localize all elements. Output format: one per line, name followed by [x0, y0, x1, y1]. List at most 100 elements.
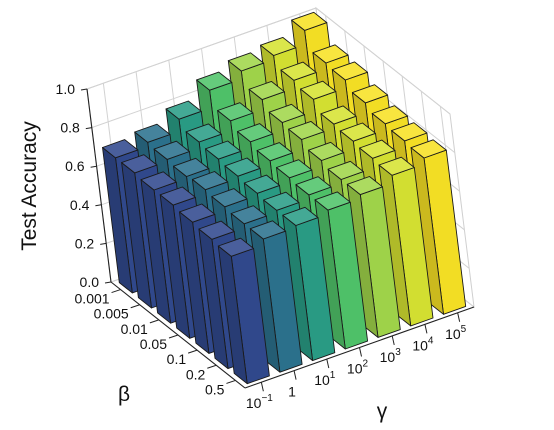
bars-group — [102, 11, 467, 385]
axis-lines — [80, 88, 475, 392]
beta-tick-label: 0.05 — [140, 336, 167, 352]
z-tick-mark — [90, 165, 97, 168]
bar-top-face — [140, 171, 177, 191]
bar-top-face — [249, 220, 287, 240]
bar-top-face — [224, 157, 261, 177]
bar-beta-0.5-gamma-2 — [282, 206, 336, 362]
z-tick-mark — [95, 204, 102, 207]
beta-tick-mark — [226, 379, 236, 384]
beta-tick-label: 0.005 — [94, 306, 129, 322]
z-tick-label: 0.2 — [75, 235, 95, 251]
z-tick-label: 0.6 — [65, 158, 85, 174]
bar-top-face — [134, 123, 171, 143]
bar-top-face — [346, 176, 383, 196]
gamma-tick-mark — [260, 382, 264, 392]
bar-top-face — [339, 122, 376, 142]
bar-top-face — [371, 105, 408, 125]
beta-tick-label: 0.2 — [186, 366, 206, 382]
bar-top-face — [410, 139, 447, 159]
beta-tick-label: 0.5 — [205, 381, 225, 397]
bar-top-face — [280, 61, 317, 81]
bar-top-face — [165, 100, 202, 120]
beta-tick-mark — [149, 319, 160, 324]
bar-top-face — [282, 206, 319, 226]
bar-top-face — [327, 160, 364, 180]
z-tick-mark — [104, 281, 112, 284]
beta-tick-mark — [187, 349, 198, 354]
bar-top-face — [308, 141, 345, 161]
bar-top-face — [185, 123, 222, 143]
bar-top-face — [312, 44, 349, 64]
bar-beta-0.5-gamma-0 — [217, 237, 270, 385]
bar-top-face — [300, 80, 337, 100]
bar-top-face — [211, 188, 248, 208]
bar-top-face — [205, 140, 242, 160]
bar-top-face — [331, 61, 368, 81]
z-grid-line — [86, 7, 451, 115]
bar-top-face — [268, 103, 305, 123]
z-tick-label: 0.0 — [80, 274, 100, 290]
gamma-tick-label: 104 — [412, 335, 434, 353]
z-tick-label: 0.4 — [70, 197, 90, 213]
bar-top-face — [121, 154, 158, 174]
z-tick-mark — [80, 88, 88, 91]
gamma-tick-label: 102 — [347, 359, 369, 377]
bar-top-face — [217, 102, 254, 122]
gamma-tick-mark — [326, 358, 330, 369]
beta-tick-mark — [111, 289, 121, 294]
bar-top-face — [227, 52, 265, 72]
bar-top-face — [217, 237, 255, 257]
bar-top-face — [153, 140, 190, 160]
bar-top-face — [276, 159, 313, 179]
gamma-tick-label: 10−1 — [246, 393, 273, 411]
bar-top-face — [314, 191, 351, 211]
bar-top-face — [391, 122, 428, 142]
bar-top-face — [191, 171, 229, 191]
bar-top-face — [237, 123, 274, 143]
gamma-tick-label: 103 — [380, 347, 402, 365]
bar-top-face — [159, 186, 196, 206]
beta-axis-label: β — [118, 383, 130, 406]
bar-top-face — [198, 220, 235, 240]
bar-top-face — [260, 36, 297, 56]
z-tick-mark — [85, 127, 92, 130]
bar-beta-0.5-gamma-5 — [378, 156, 434, 327]
bar-top-face — [291, 11, 328, 31]
beta-tick-mark — [207, 364, 217, 369]
bar-top-face — [248, 80, 285, 101]
gamma-tick-mark — [359, 347, 362, 357]
bar-beta-0.5-gamma-3 — [314, 191, 369, 350]
gamma-tick-mark — [424, 324, 428, 334]
bar-top-face — [359, 139, 396, 159]
bar-beta-0.5-gamma-4 — [346, 176, 401, 338]
bar-top-face — [173, 157, 210, 177]
bar-top-face — [351, 84, 389, 104]
gamma-tick-mark — [293, 370, 297, 380]
bar-top-face — [295, 176, 332, 196]
z-axis-line — [86, 88, 112, 283]
beta-tick-label: 0.001 — [75, 291, 110, 307]
z-tick-label: 0.8 — [60, 120, 80, 136]
gamma-tick-mark — [457, 312, 461, 322]
beta-tick-label: 0.1 — [167, 351, 187, 367]
bar-beta-0.5-gamma-6 — [410, 139, 467, 315]
bar-top-face — [320, 105, 357, 125]
bar-top-face — [378, 156, 415, 176]
bar-top-face — [102, 139, 139, 159]
gamma-axis-label: γ — [377, 400, 388, 423]
z-tick-mark — [100, 242, 107, 245]
gamma-tick-label: 1 — [288, 384, 296, 400]
z-axis-label: Test Accuracy — [18, 121, 41, 251]
gamma-tick-label: 101 — [314, 370, 336, 388]
bar-top-face — [263, 191, 300, 211]
beta-tick-label: 0.01 — [121, 321, 148, 337]
beta-tick-mark — [168, 334, 179, 339]
bar-top-face — [196, 71, 233, 91]
bar-top-face — [243, 174, 280, 194]
z-tick-label: 1.0 — [56, 81, 76, 97]
gamma-tick-label: 105 — [445, 324, 467, 342]
bar-top-face — [256, 142, 293, 162]
bar-top-face — [179, 203, 216, 223]
